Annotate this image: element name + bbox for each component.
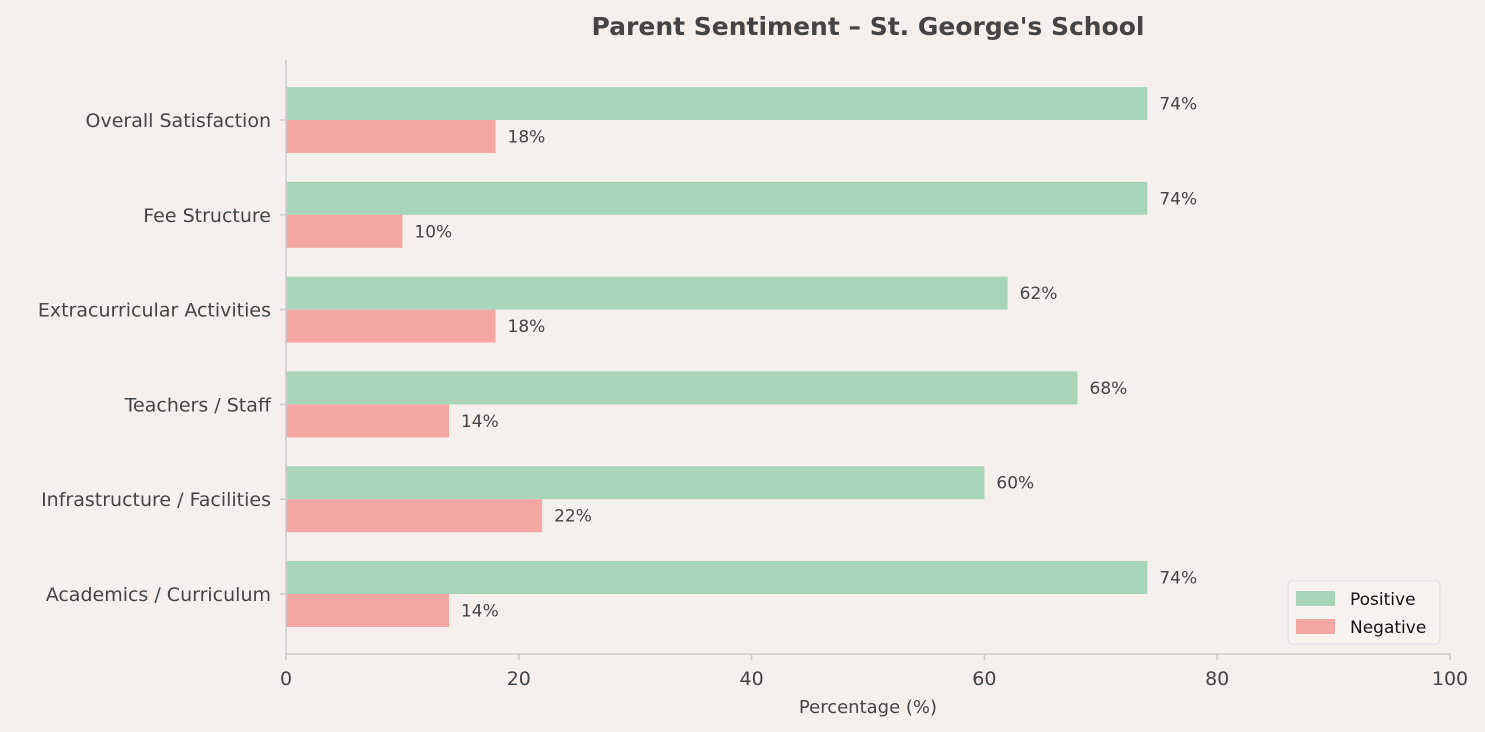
category-label: Academics / Curriculum [46,584,271,606]
x-tick-label: 100 [1432,668,1468,690]
data-label-negative: 18% [508,128,546,148]
x-tick-label: 60 [972,668,996,690]
data-label-positive: 60% [996,474,1034,494]
x-tick-label: 40 [740,668,764,690]
data-label-positive: 68% [1090,379,1128,399]
legend-label-negative: Negative [1350,618,1426,638]
x-tick-label: 0 [280,668,292,690]
data-label-negative: 22% [554,507,592,527]
bar-positive [286,276,1008,310]
legend-swatch-positive [1296,591,1335,606]
data-label-negative: 18% [508,317,546,337]
bar-negative [286,309,496,343]
x-axis-label: Percentage (%) [799,697,937,718]
bar-negative [286,499,543,533]
data-label-positive: 74% [1159,569,1197,589]
category-label: Teachers / Staff [124,394,272,416]
chart-title: Parent Sentiment – St. George's School [592,12,1145,41]
plot-area: 74% 18% Overall Satisfaction 74% 10% Fee Stru… [38,60,1468,690]
x-tick-label: 20 [507,668,531,690]
data-label-positive: 74% [1159,189,1197,209]
data-label-negative: 10% [414,222,452,242]
legend-swatch-negative [1296,619,1335,634]
bar-positive [286,466,985,500]
category-label: Overall Satisfaction [86,110,271,132]
bar-negative [286,594,449,627]
bar-negative [286,120,496,153]
bar-positive [286,87,1148,120]
category-label: Fee Structure [143,205,271,227]
category-label: Extracurricular Activities [38,300,271,322]
data-label-negative: 14% [461,412,499,432]
bar-positive [286,371,1078,405]
data-label-negative: 14% [461,602,499,622]
bar-positive [286,561,1148,594]
x-tick-label: 80 [1205,668,1229,690]
bar-negative [286,214,403,248]
data-label-positive: 62% [1020,284,1058,304]
category-label: Infrastructure / Facilities [41,489,271,511]
legend-label-positive: Positive [1350,590,1416,610]
legend: Positive Negative [1287,580,1441,645]
bar-negative [286,404,449,438]
data-label-positive: 74% [1159,95,1197,115]
bar-positive [286,181,1148,215]
